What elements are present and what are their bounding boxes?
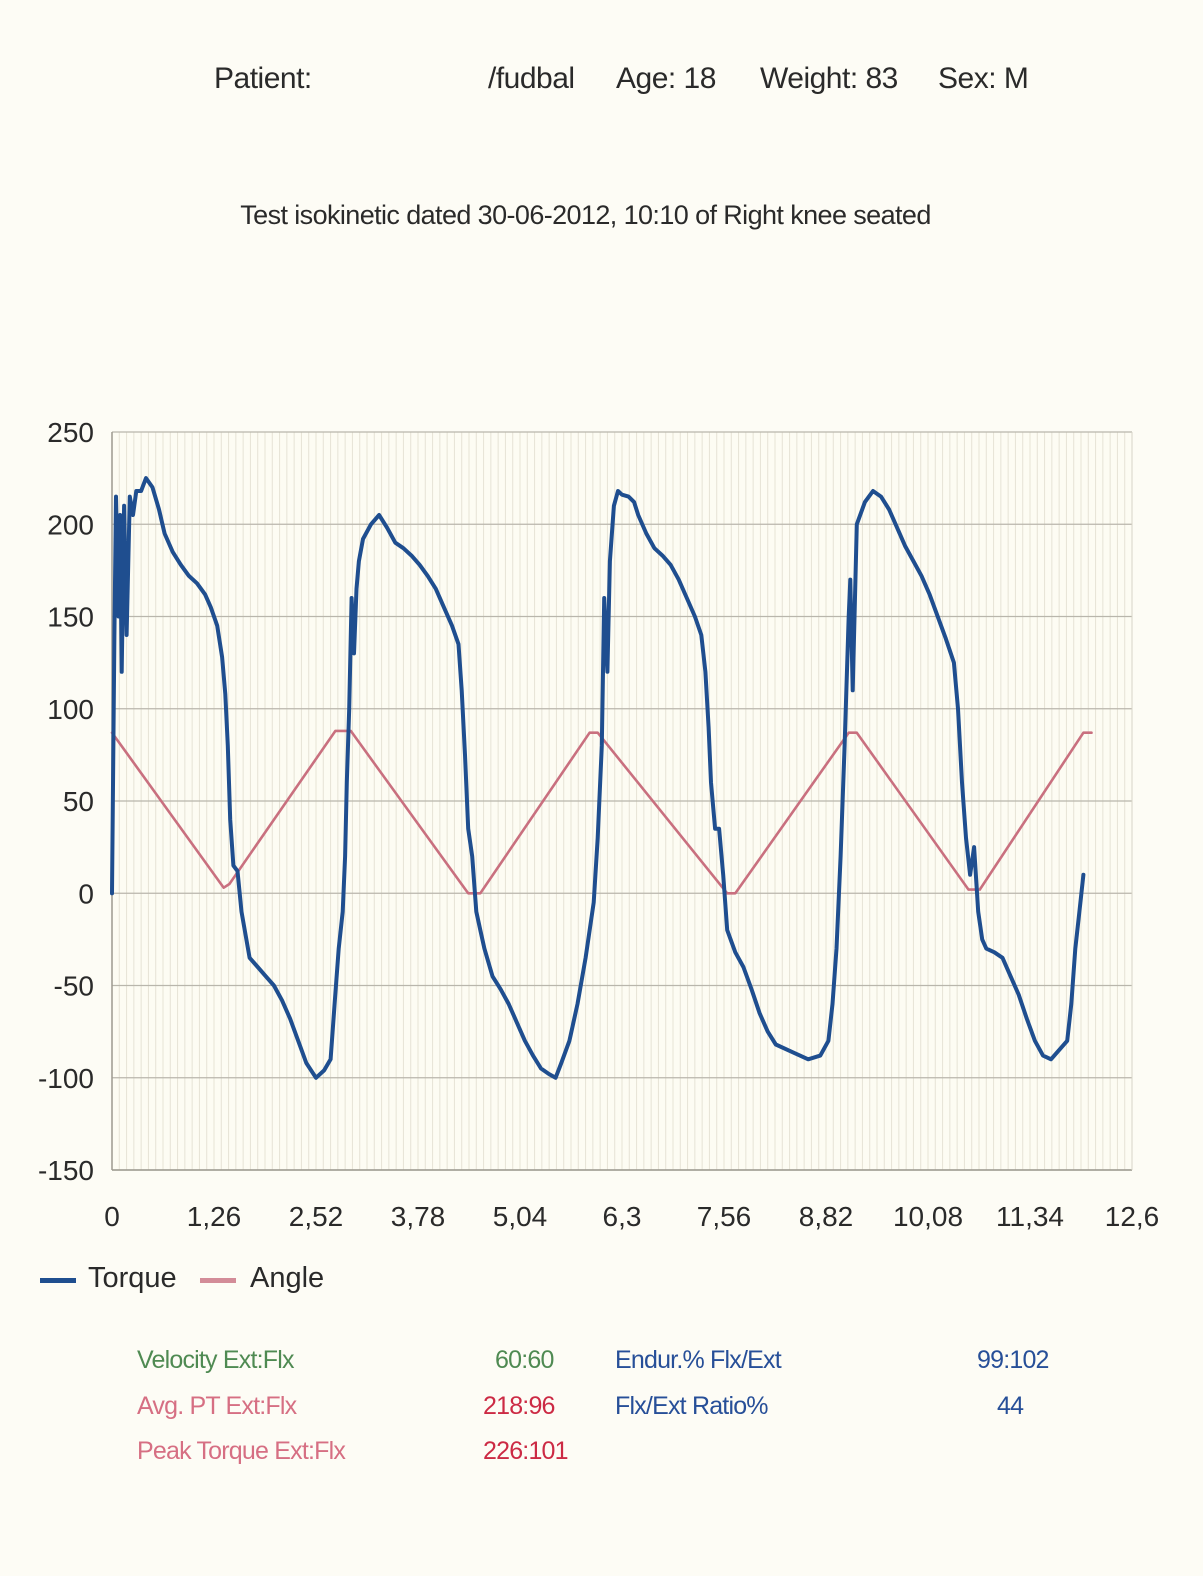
torque-angle-chart: 250 200 150 100 50 0 -50 -100 -150 0 1,26 2,52 3,78…: [38, 417, 1159, 1232]
patient-weight: Weight: 83: [760, 62, 898, 95]
x-tick-label: 10,08: [893, 1201, 963, 1232]
y-tick-label: -100: [38, 1063, 94, 1094]
stat-velocity-value: 60:60: [495, 1346, 554, 1374]
y-tick-label: 0: [78, 878, 94, 909]
x-tick-label: 3,78: [391, 1201, 446, 1232]
x-tick-label: 8,82: [799, 1201, 854, 1232]
x-tick-label: 6,3: [603, 1201, 642, 1232]
stat-avg-pt-label: Avg. PT Ext:Flx: [137, 1392, 297, 1420]
stat-endurance-value: 99:102: [977, 1346, 1049, 1374]
x-tick-label: 1,26: [187, 1201, 242, 1232]
series-line-torque: [110, 476, 1086, 1080]
legend-swatch-angle: [200, 1278, 236, 1283]
y-axis-ticks: 250 200 150 100 50 0 -50 -100 -150: [38, 417, 94, 1186]
stat-endurance-label: Endur.% Flx/Ext: [615, 1346, 782, 1374]
stat-peak-torque-label: Peak Torque Ext:Flx: [137, 1437, 346, 1465]
y-tick-label: -150: [38, 1155, 94, 1186]
patient-header: Patient: /fudbal Age: 18 Weight: 83 Sex:…: [0, 62, 1203, 102]
legend-swatch-torque: [40, 1278, 76, 1283]
y-tick-label: -50: [54, 971, 94, 1002]
x-tick-label: 5,04: [493, 1201, 548, 1232]
patient-age: Age: 18: [616, 62, 716, 95]
major-gridlines: [112, 431, 1132, 1171]
test-title: Test isokinetic dated 30-06-2012, 10:10 …: [240, 200, 931, 230]
stat-ratio-value: 44: [997, 1392, 1024, 1420]
x-tick-label: 12,6: [1105, 1201, 1160, 1232]
stat-ratio-label: Flx/Ext Ratio%: [615, 1392, 769, 1420]
stat-peak-torque-value: 226:101: [483, 1437, 569, 1465]
x-tick-label: 0: [104, 1201, 120, 1232]
series-line-angle: [110, 729, 1093, 895]
y-tick-label: 250: [47, 417, 94, 448]
x-tick-label: 11,34: [996, 1201, 1064, 1232]
x-tick-label: 2,52: [289, 1201, 344, 1232]
y-tick-label: 200: [47, 509, 94, 540]
series-layer: [110, 476, 1093, 1080]
legend-label-angle: Angle: [250, 1262, 325, 1294]
x-axis-ticks: 0 1,26 2,52 3,78 5,04 6,3 7,56 8,82 10,08 11,34 12…: [104, 1201, 1159, 1232]
patient-name: /fudbal: [488, 62, 575, 95]
patient-label: Patient:: [214, 62, 312, 95]
legend-label-torque: Torque: [88, 1262, 177, 1294]
stat-avg-pt-value: 218:96: [483, 1392, 555, 1420]
y-tick-label: 150: [47, 602, 94, 633]
stat-velocity-label: Velocity Ext:Flx: [137, 1346, 295, 1374]
y-tick-label: 50: [63, 786, 94, 817]
y-tick-label: 100: [47, 694, 94, 725]
x-tick-label: 7,56: [697, 1201, 752, 1232]
patient-sex: Sex: M: [938, 62, 1029, 95]
